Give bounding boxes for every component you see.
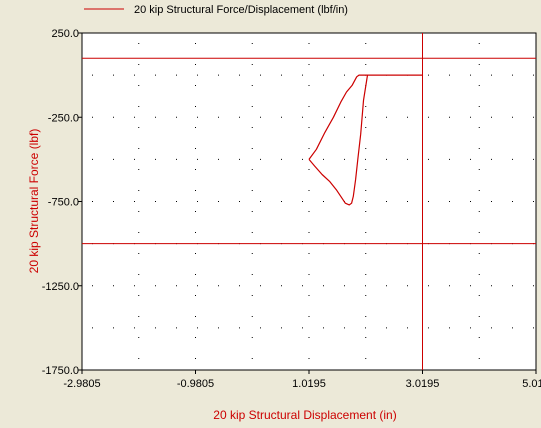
y-tick-label: -750.0 [48,197,79,209]
y-tick-label: -1750.0 [42,365,79,377]
x-tick-label: -2.9805 [63,378,100,390]
y-tick-label: -1250.0 [42,281,79,293]
x-tick-label: 5.019 [522,378,541,390]
plot-area [81,32,537,371]
y-axis-title: 20 kip Structural Force (lbf) [27,129,41,274]
x-axis-title: 20 kip Structural Displacement (in) [213,408,396,422]
tick-labels: -2.9805 -0.9805 1.0195 3.0195 5.019 250.0 -250… [42,28,541,390]
x-tick-label: -0.9805 [177,378,214,390]
y-tick-label: -250.0 [48,112,79,124]
series-line [308,74,424,206]
series-group [308,74,424,206]
x-tick-label: 3.0195 [406,378,440,390]
y-tick-label: 250.0 [51,28,79,40]
legend-label: 20 kip Structural Force/Displacement (lb… [134,4,348,16]
legend: 20 kip Structural Force/Displacement (lb… [84,4,348,16]
x-tick-label: 1.0195 [292,378,326,390]
reference-lines [82,33,536,370]
